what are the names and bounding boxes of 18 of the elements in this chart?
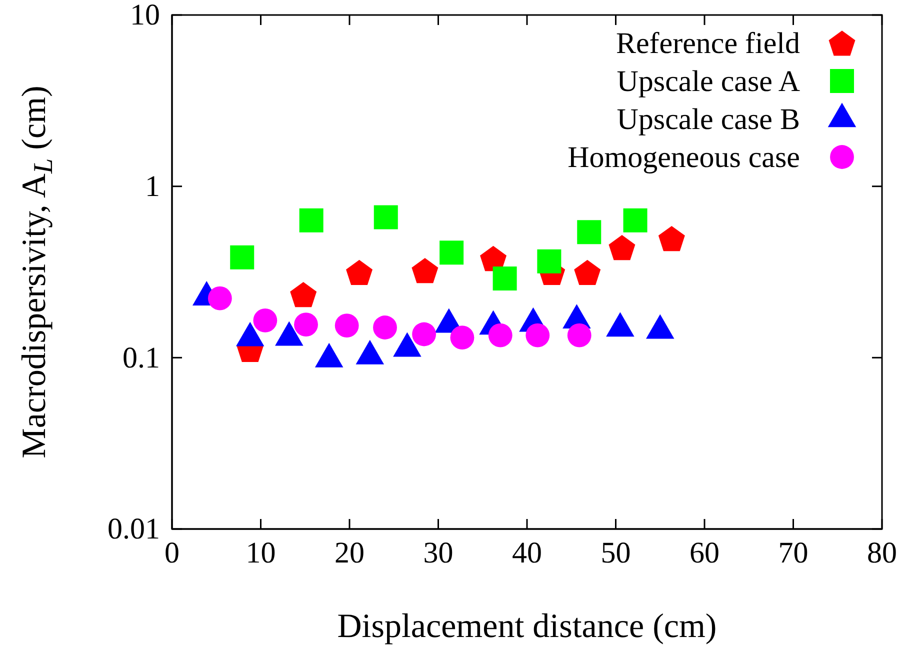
x-axis-title: Displacement distance (cm): [337, 608, 717, 645]
y-tick-label: 1: [145, 170, 160, 203]
x-tick-label: 0: [164, 536, 180, 570]
y-tick-label: 10: [130, 0, 160, 32]
x-tick-label: 60: [690, 536, 720, 570]
x-tick-label: 10: [246, 536, 276, 570]
y-tick-label: 0.1: [122, 341, 160, 374]
x-tick-label: 80: [867, 536, 897, 570]
x-tick-label: 30: [423, 536, 454, 570]
x-tick-label: 50: [600, 536, 631, 570]
legend-label: Upscale case A: [616, 65, 800, 98]
x-tick-label: 20: [334, 536, 364, 570]
x-tick-label: 40: [512, 536, 542, 570]
legend-label: Upscale case B: [616, 103, 800, 136]
legend-label: Reference field: [616, 27, 800, 60]
x-tick-label: 70: [778, 536, 808, 570]
y-tick-label: 0.01: [108, 512, 160, 546]
legend-label: Homogeneous case: [568, 141, 800, 174]
